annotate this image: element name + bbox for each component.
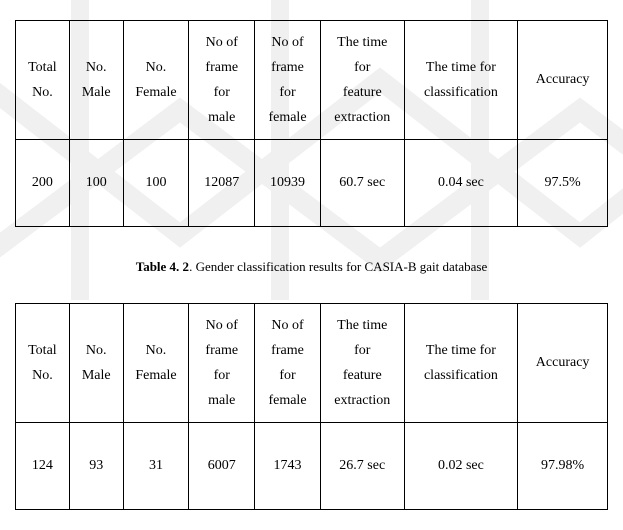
cell-no-female: 100 [123, 140, 189, 227]
cell-no-female: 31 [123, 423, 189, 510]
header-frames-female: No offrameforfemale [255, 304, 321, 423]
table-row: 124 93 31 6007 1743 26.7 sec 0.02 sec 97… [16, 423, 608, 510]
header-frames-female: No offrameforfemale [255, 21, 321, 140]
header-frames-male: No offrameformale [189, 304, 255, 423]
cell-total-no: 200 [16, 140, 70, 227]
header-frames-male: No offrameformale [189, 21, 255, 140]
header-time-classification: The time forclassification [404, 21, 518, 140]
header-time-extraction: The timeforfeatureextraction [320, 304, 404, 423]
table-row: 200 100 100 12087 10939 60.7 sec 0.04 se… [16, 140, 608, 227]
header-no-male: No.Male [69, 304, 123, 423]
header-accuracy: Accuracy [518, 21, 608, 140]
cell-time-extraction: 26.7 sec [320, 423, 404, 510]
caption-text: . Gender classification results for CASI… [189, 259, 487, 274]
table-header-row: TotalNo. No.Male No.Female No offramefor… [16, 304, 608, 423]
cell-time-classification: 0.04 sec [404, 140, 518, 227]
cell-frames-female: 1743 [255, 423, 321, 510]
header-time-classification: The time forclassification [404, 304, 518, 423]
table-header-row: TotalNo. No.Male No.Female No offramefor… [16, 21, 608, 140]
cell-frames-female: 10939 [255, 140, 321, 227]
cell-time-classification: 0.02 sec [404, 423, 518, 510]
cell-no-male: 100 [69, 140, 123, 227]
header-no-female: No.Female [123, 21, 189, 140]
header-no-female: No.Female [123, 304, 189, 423]
cell-time-extraction: 60.7 sec [320, 140, 404, 227]
caption-label: Table 4. 2 [136, 259, 189, 274]
header-total-no: TotalNo. [16, 21, 70, 140]
header-accuracy: Accuracy [518, 304, 608, 423]
table-caption: Table 4. 2. Gender classification result… [15, 259, 608, 275]
header-no-male: No.Male [69, 21, 123, 140]
header-time-extraction: The timeforfeatureextraction [320, 21, 404, 140]
cell-frames-male: 6007 [189, 423, 255, 510]
cell-accuracy: 97.98% [518, 423, 608, 510]
header-total-no: TotalNo. [16, 304, 70, 423]
results-table-1: TotalNo. No.Male No.Female No offramefor… [15, 20, 608, 227]
cell-frames-male: 12087 [189, 140, 255, 227]
cell-total-no: 124 [16, 423, 70, 510]
results-table-2: TotalNo. No.Male No.Female No offramefor… [15, 303, 608, 510]
cell-no-male: 93 [69, 423, 123, 510]
cell-accuracy: 97.5% [518, 140, 608, 227]
